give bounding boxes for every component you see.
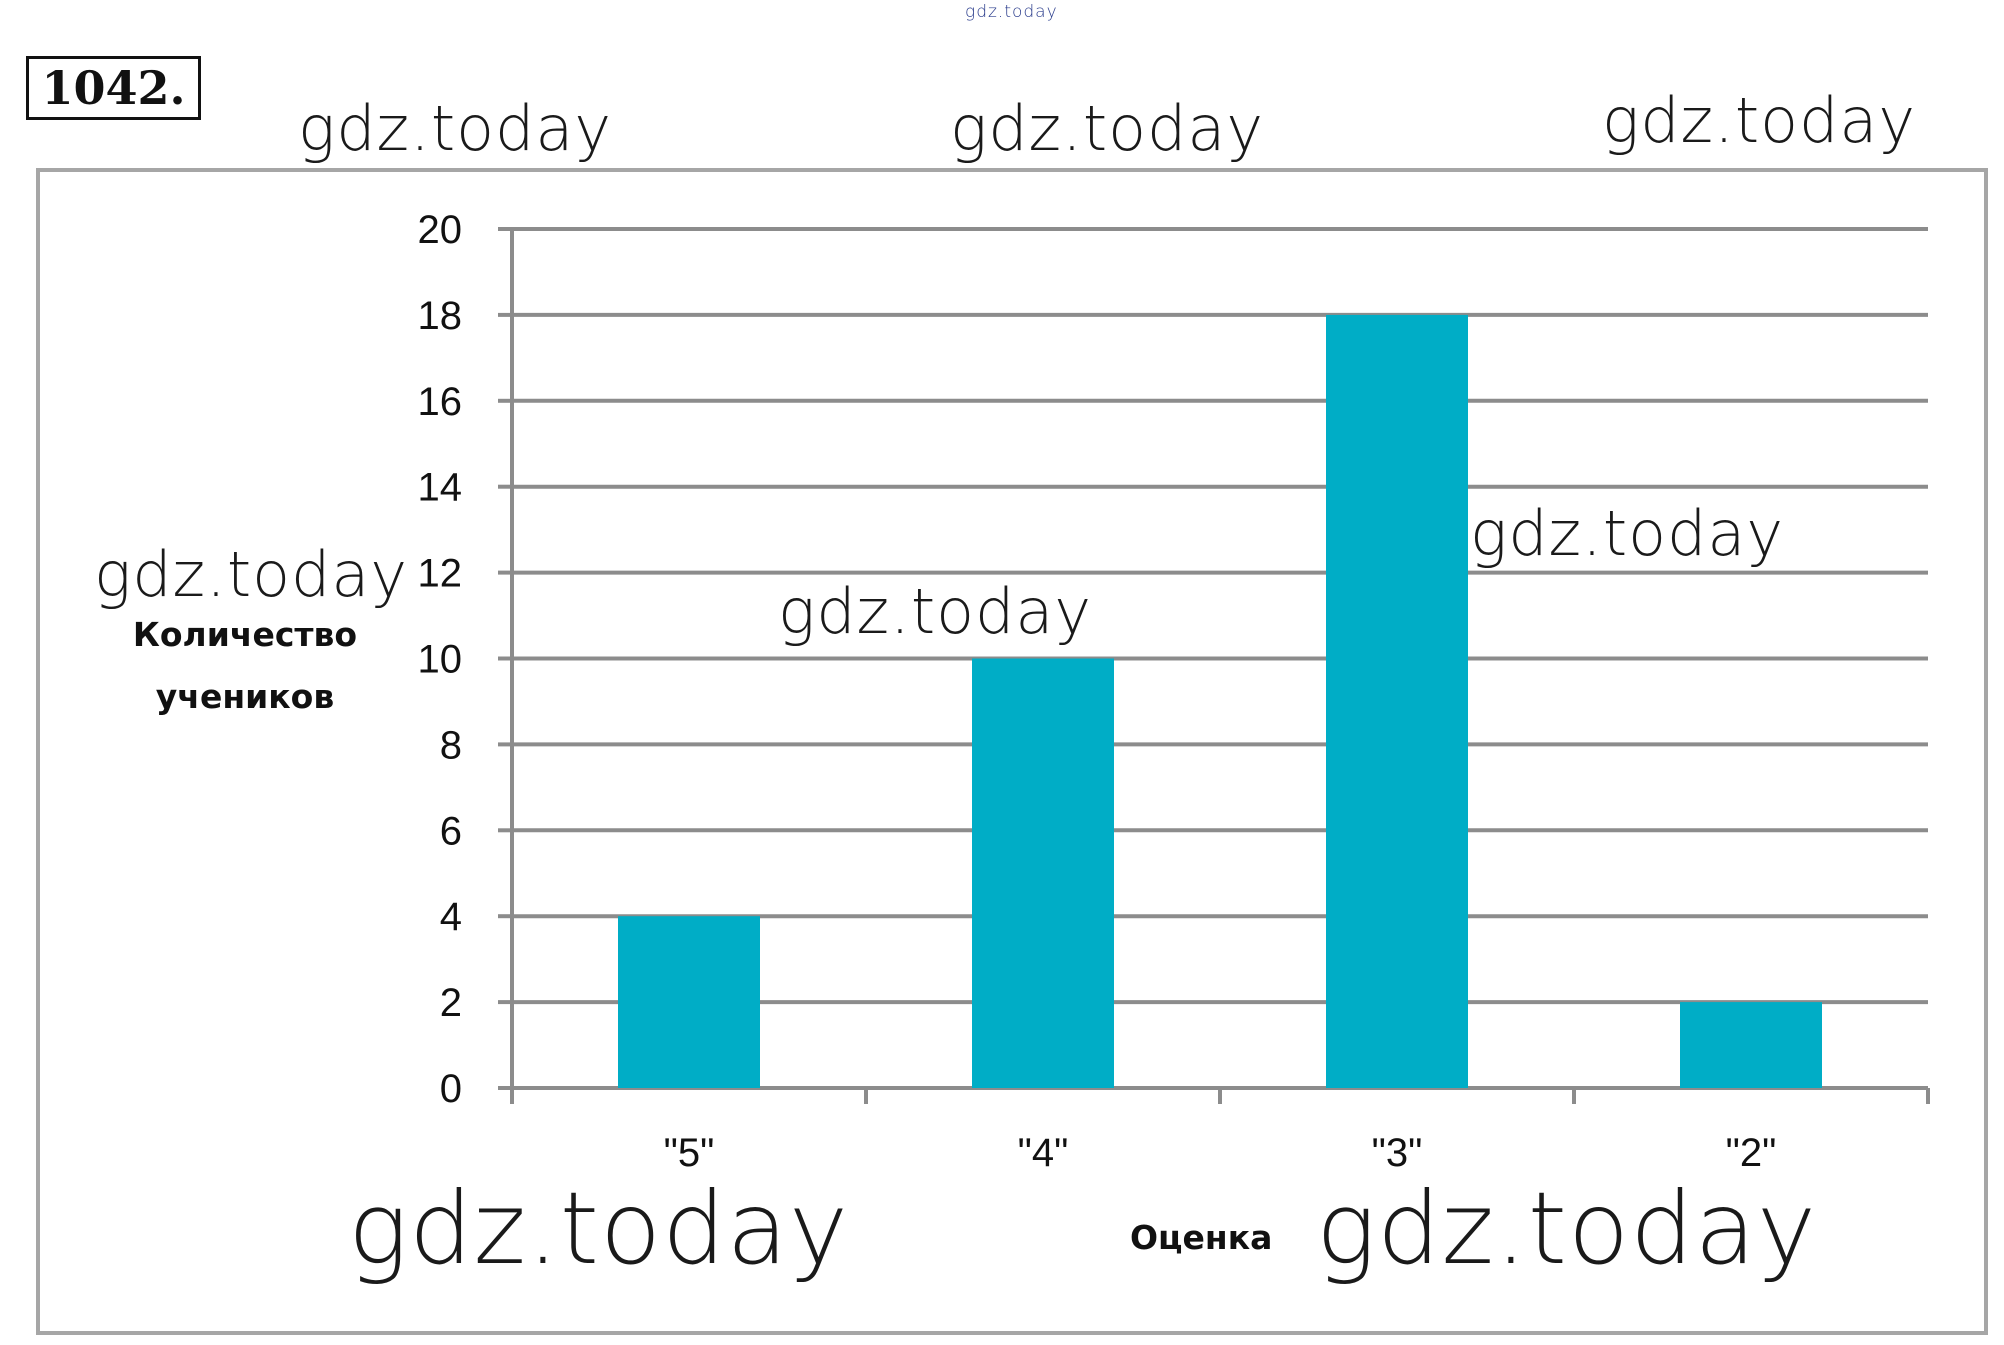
watermark: gdz.today <box>94 538 409 611</box>
bar <box>1680 1002 1822 1088</box>
bar <box>972 658 1114 1088</box>
y-tick-label: 20 <box>418 208 463 252</box>
y-tick-label: 12 <box>418 552 463 596</box>
y-tick-label: 6 <box>440 809 462 853</box>
chart-frame <box>36 168 1988 1335</box>
x-tick-label: "5" <box>664 1131 715 1175</box>
x-tick-label: "2" <box>1726 1131 1777 1175</box>
bar <box>1326 314 1468 1088</box>
bar <box>618 916 760 1088</box>
watermark: gdz.today <box>778 575 1093 648</box>
watermark-top: gdz.today <box>965 2 1058 22</box>
y-tick-label: 10 <box>418 638 463 682</box>
problem-number: 1042. <box>26 56 201 120</box>
x-axis-label: Оценка <box>1130 1218 1273 1257</box>
x-tick-label: "3" <box>1372 1131 1423 1175</box>
x-tick-label: "4" <box>1018 1131 1069 1175</box>
y-tick-label: 18 <box>418 294 463 338</box>
watermark: gdz.today <box>298 92 613 165</box>
y-tick-label: 2 <box>440 981 462 1025</box>
y-tick-label: 16 <box>418 380 463 424</box>
watermark: gdz.today <box>950 92 1265 165</box>
y-axis-label: Количество учеников <box>132 615 358 716</box>
y-tick-label: 0 <box>440 1067 462 1111</box>
y-tick-label: 8 <box>440 723 462 767</box>
y-tick-label: 14 <box>418 466 463 510</box>
watermark: gdz.today <box>348 1170 850 1287</box>
y-tick-label: 4 <box>440 895 462 939</box>
watermark: gdz.today <box>1316 1170 1818 1287</box>
watermark: gdz.today <box>1470 497 1785 570</box>
watermark: gdz.today <box>1602 84 1917 157</box>
